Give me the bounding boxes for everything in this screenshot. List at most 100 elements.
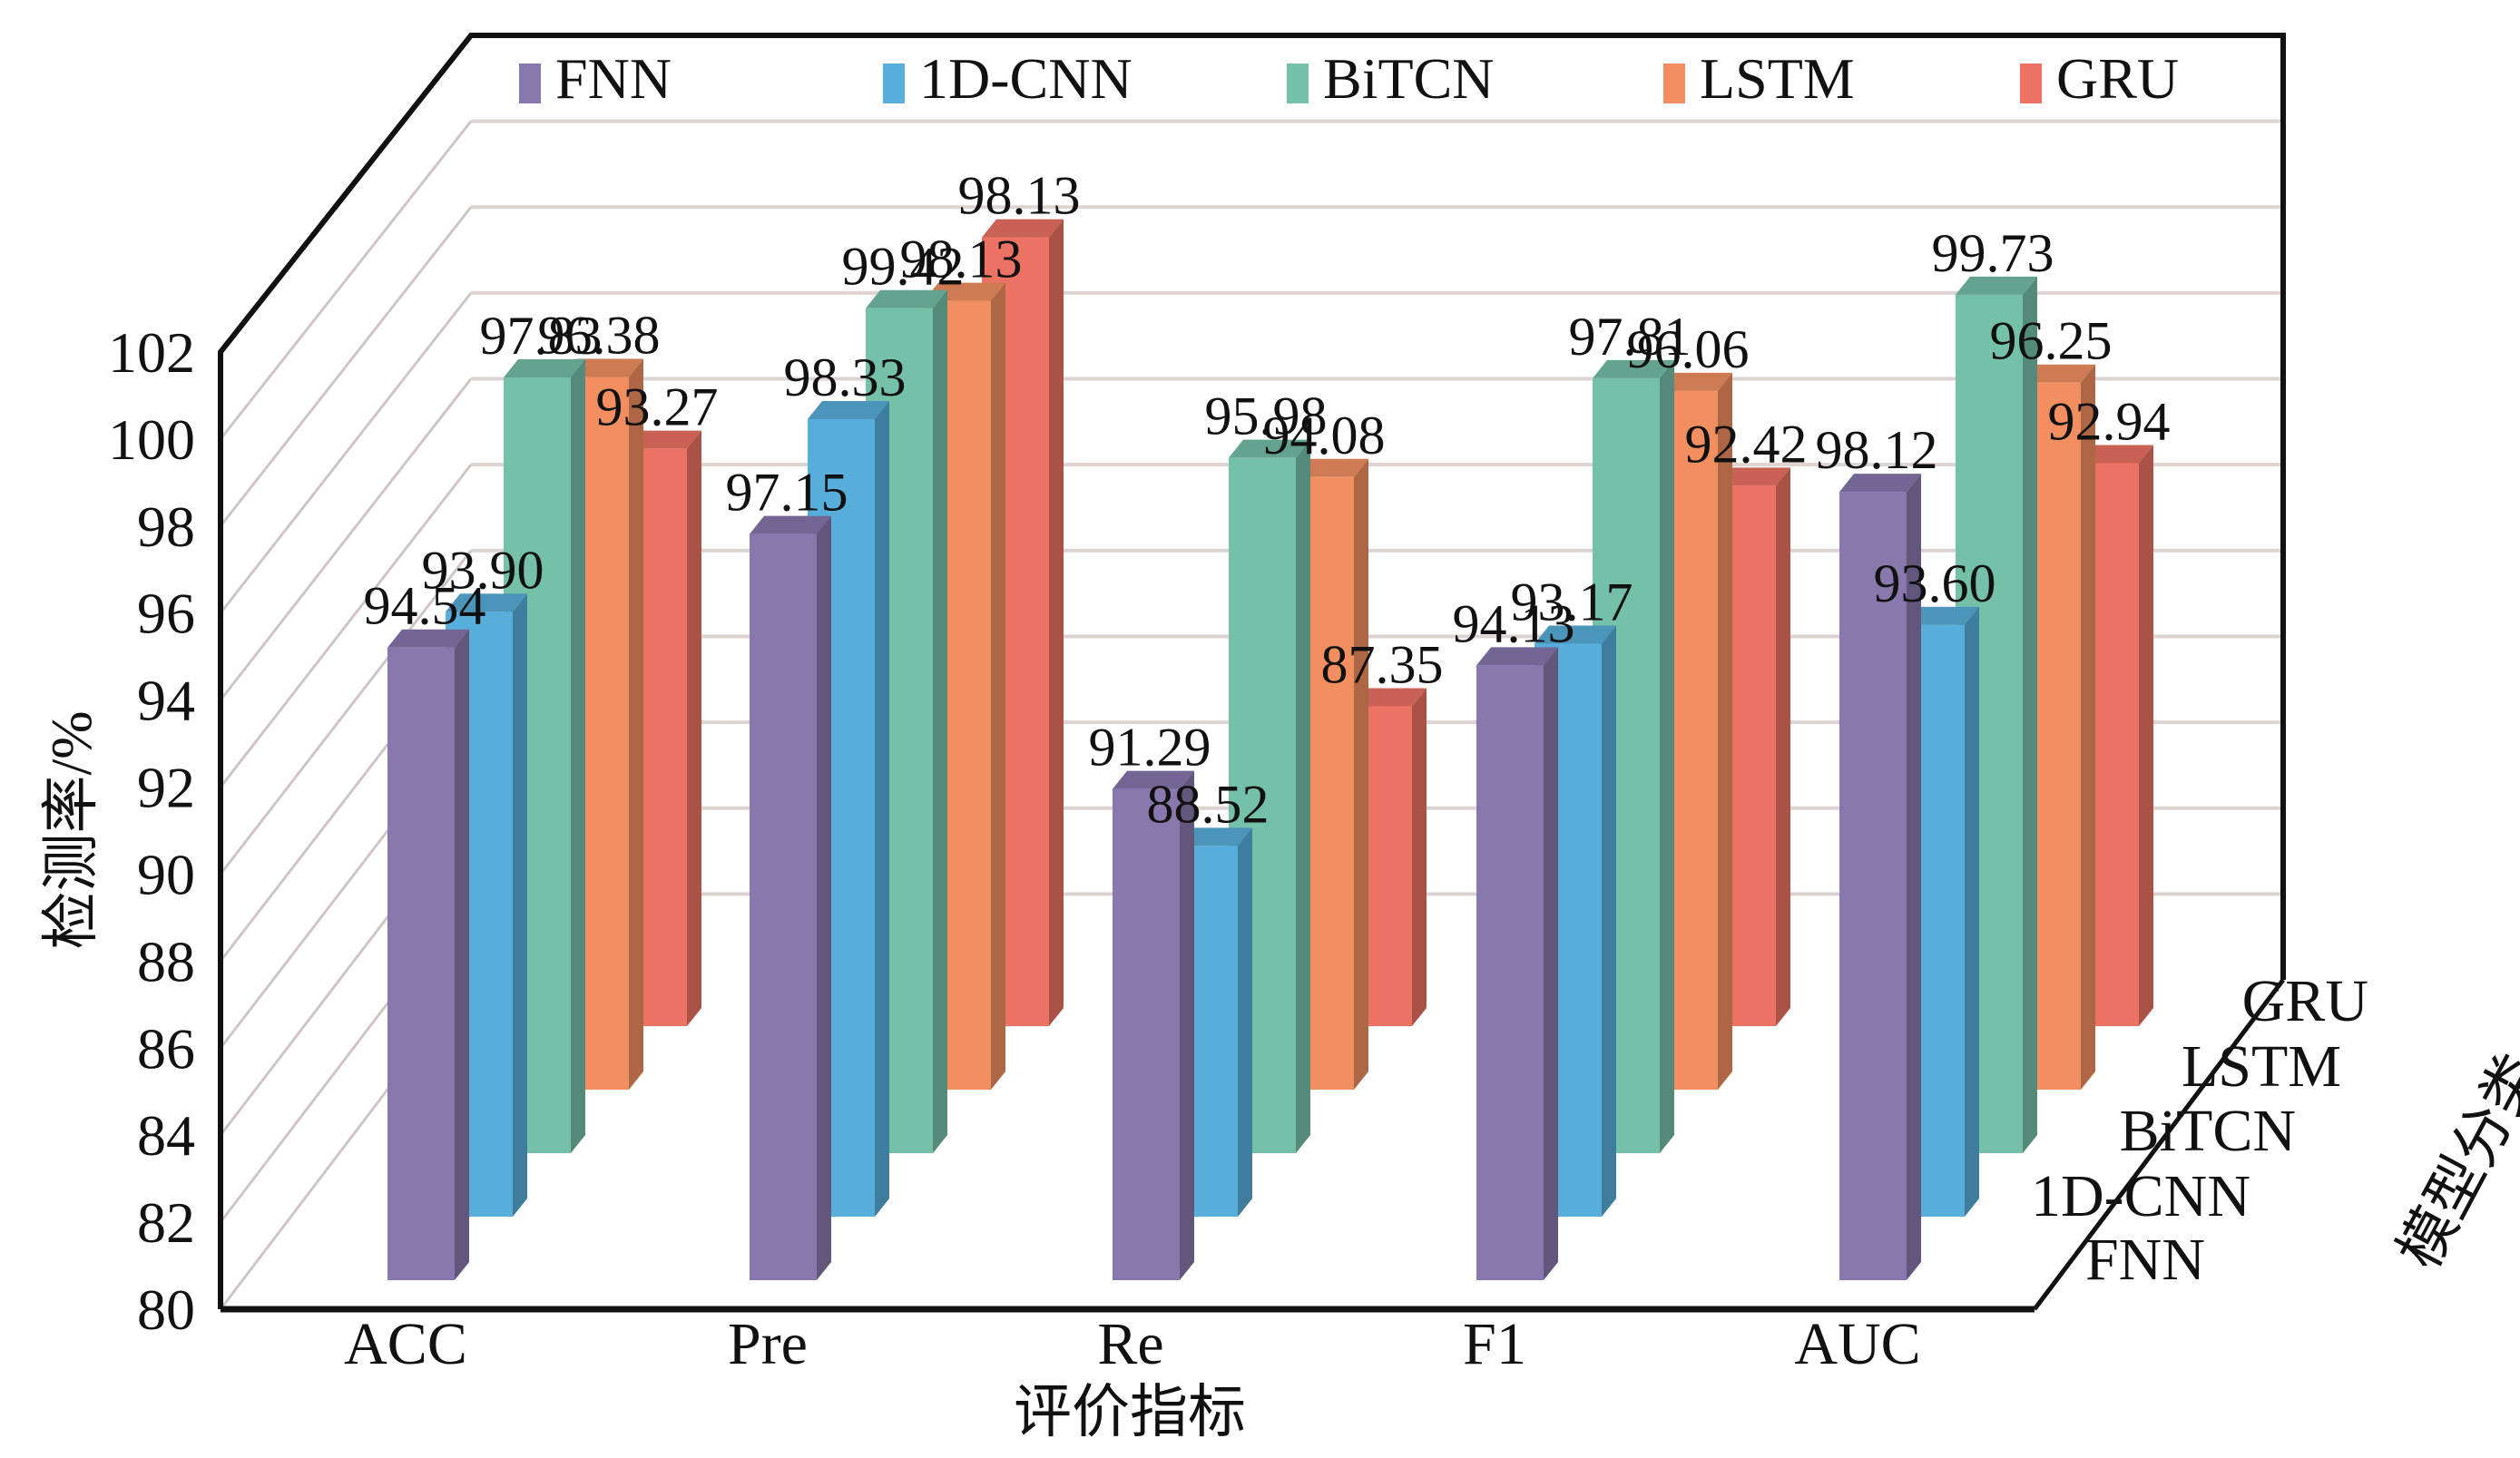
- data-label-fnn-auc: 98.12: [1816, 420, 1938, 480]
- y-tick-label: 92: [137, 756, 195, 820]
- y-tick-label: 98: [137, 494, 195, 559]
- data-label-lstm-f1: 96.06: [1627, 319, 1750, 379]
- bar-side-face: [1180, 770, 1194, 1280]
- legend-swatch-fnn: [519, 64, 541, 103]
- x-category-auc: AUC: [1794, 1311, 1920, 1377]
- data-label-1d-cnn-f1: 93.17: [1511, 572, 1633, 631]
- bar-side-face: [1776, 467, 1790, 1026]
- side-gridline: [219, 464, 473, 788]
- bar-top-face: [1956, 276, 2037, 295]
- y-tick-label: 100: [108, 407, 195, 472]
- y-axis-title: 检测率/%: [39, 710, 103, 949]
- bar-side-face: [513, 593, 527, 1217]
- y-tick-label: 102: [108, 320, 195, 385]
- side-gridline: [219, 206, 473, 527]
- chart-frame: [218, 33, 2286, 1313]
- bar-side-face: [2139, 445, 2153, 1027]
- bars: [387, 219, 2153, 1280]
- y-tick-label: 80: [137, 1277, 195, 1342]
- bar-side-face: [2023, 276, 2037, 1153]
- data-labels: 93.27 98.13 87.35 92.42 92.94 96.38 98.13 94.08…: [364, 166, 2171, 835]
- bar-top-face: [446, 593, 527, 612]
- bar-side-face: [1544, 647, 1558, 1280]
- depth-label-gru: GRU: [2242, 968, 2368, 1034]
- data-label-fnn-f1: 94.13: [1453, 593, 1575, 653]
- bar-top-face: [982, 219, 1064, 238]
- y-tick-label: 94: [137, 669, 195, 733]
- data-label-bitcn-f1: 97.81: [1569, 307, 1691, 367]
- data-label-gru-acc: 93.27: [596, 377, 719, 437]
- x-category-pre: Pre: [728, 1311, 808, 1377]
- depth-label-bitcn: BiTCN: [2120, 1098, 2296, 1164]
- depth-axis-title: 模型分类: [2387, 1043, 2520, 1278]
- data-label-fnn-pre: 97.15: [726, 463, 848, 523]
- data-label-bitcn-auc: 99.73: [1932, 223, 2054, 283]
- data-label-bitcn-acc: 97.83: [480, 306, 603, 366]
- bar-front-face: [1839, 492, 1907, 1280]
- data-label-lstm-acc: 96.38: [538, 306, 661, 366]
- plot-frame: [218, 33, 2286, 1309]
- data-label-1d-cnn-pre: 98.33: [784, 347, 907, 407]
- bar-side-face: [571, 358, 585, 1153]
- bar-top-face: [1593, 359, 1674, 378]
- bar-front-face: [387, 647, 455, 1280]
- data-label-gru-re: 87.35: [1321, 635, 1444, 695]
- x-axis-categories: ACC Pre Re F1 AUC: [344, 1311, 1921, 1377]
- bar-front-face: [1476, 665, 1544, 1280]
- legend-swatch-bitcn: [1287, 64, 1309, 103]
- bar-side-face: [817, 515, 831, 1280]
- y-axis-ticks: 80 82 84 86 88 90 92 94 96 98 100 102: [108, 320, 195, 1342]
- bar-side-face: [1412, 688, 1427, 1026]
- y-tick-label: 82: [137, 1190, 195, 1255]
- y-tick-label: 84: [137, 1103, 195, 1168]
- data-label-gru-auc: 92.94: [2048, 391, 2171, 451]
- bar-top-face: [1535, 625, 1616, 644]
- data-label-fnn-re: 91.29: [1089, 718, 1211, 778]
- data-label-bitcn-pre: 99.42: [842, 237, 965, 297]
- bar-fnn-pre: [750, 515, 831, 1280]
- data-label-lstm-re: 94.08: [1263, 406, 1386, 465]
- data-label-fnn-acc: 94.54: [364, 576, 486, 636]
- data-label-1d-cnn-re: 88.52: [1147, 774, 1270, 834]
- bar-top-face: [504, 358, 585, 377]
- y-tick-label: 96: [137, 582, 195, 646]
- side-gridline: [219, 549, 473, 876]
- chart-walls: [2033, 978, 2285, 1311]
- bar-top-face: [1839, 474, 1921, 493]
- bar-side-face: [875, 400, 889, 1218]
- bar-fnn-acc: [387, 629, 469, 1280]
- bar-top-face: [387, 629, 469, 648]
- bar-top-face: [1476, 647, 1558, 666]
- bar-side-face: [991, 282, 1005, 1090]
- bar-fnn-auc: [1839, 474, 1921, 1280]
- bar-side-face: [687, 430, 701, 1026]
- y-tick-label: 88: [137, 929, 195, 993]
- data-label-gru-pre: 98.13: [958, 166, 1081, 226]
- legend-label-gru: GRU: [2056, 46, 2179, 111]
- depth-label-1d-cnn: 1D-CNN: [2031, 1163, 2250, 1229]
- legend-label-lstm: LSTM: [1700, 46, 1855, 111]
- floor-right-edge: [2033, 978, 2285, 1311]
- side-gridline: [219, 377, 473, 701]
- depth-label-fnn: FNN: [2085, 1227, 2205, 1293]
- bar-top-face: [808, 400, 889, 419]
- bar-side-face: [1907, 474, 1921, 1280]
- bar-top-face: [1229, 439, 1310, 458]
- bar-front-face: [1113, 788, 1180, 1280]
- legend-swatch-lstm: [1663, 64, 1685, 103]
- data-label-lstm-auc: 96.25: [1990, 311, 2113, 371]
- bar-side-face: [1965, 606, 1979, 1217]
- data-label-gru-f1: 92.42: [1685, 414, 1808, 474]
- bar-fnn-f1: [1476, 647, 1558, 1280]
- bar-top-face: [866, 289, 947, 308]
- data-label-bitcn-re: 95.98: [1205, 387, 1328, 446]
- legend-label-1d-cnn: 1D-CNN: [919, 46, 1133, 111]
- bar-side-face: [933, 289, 947, 1153]
- bar-side-face: [2081, 364, 2095, 1090]
- x-axis-title: 评价指标: [1014, 1380, 1246, 1444]
- data-label-lstm-pre: 98.13: [900, 230, 1023, 289]
- bar-side-face: [1718, 372, 1732, 1091]
- bar-side-face: [1296, 439, 1310, 1153]
